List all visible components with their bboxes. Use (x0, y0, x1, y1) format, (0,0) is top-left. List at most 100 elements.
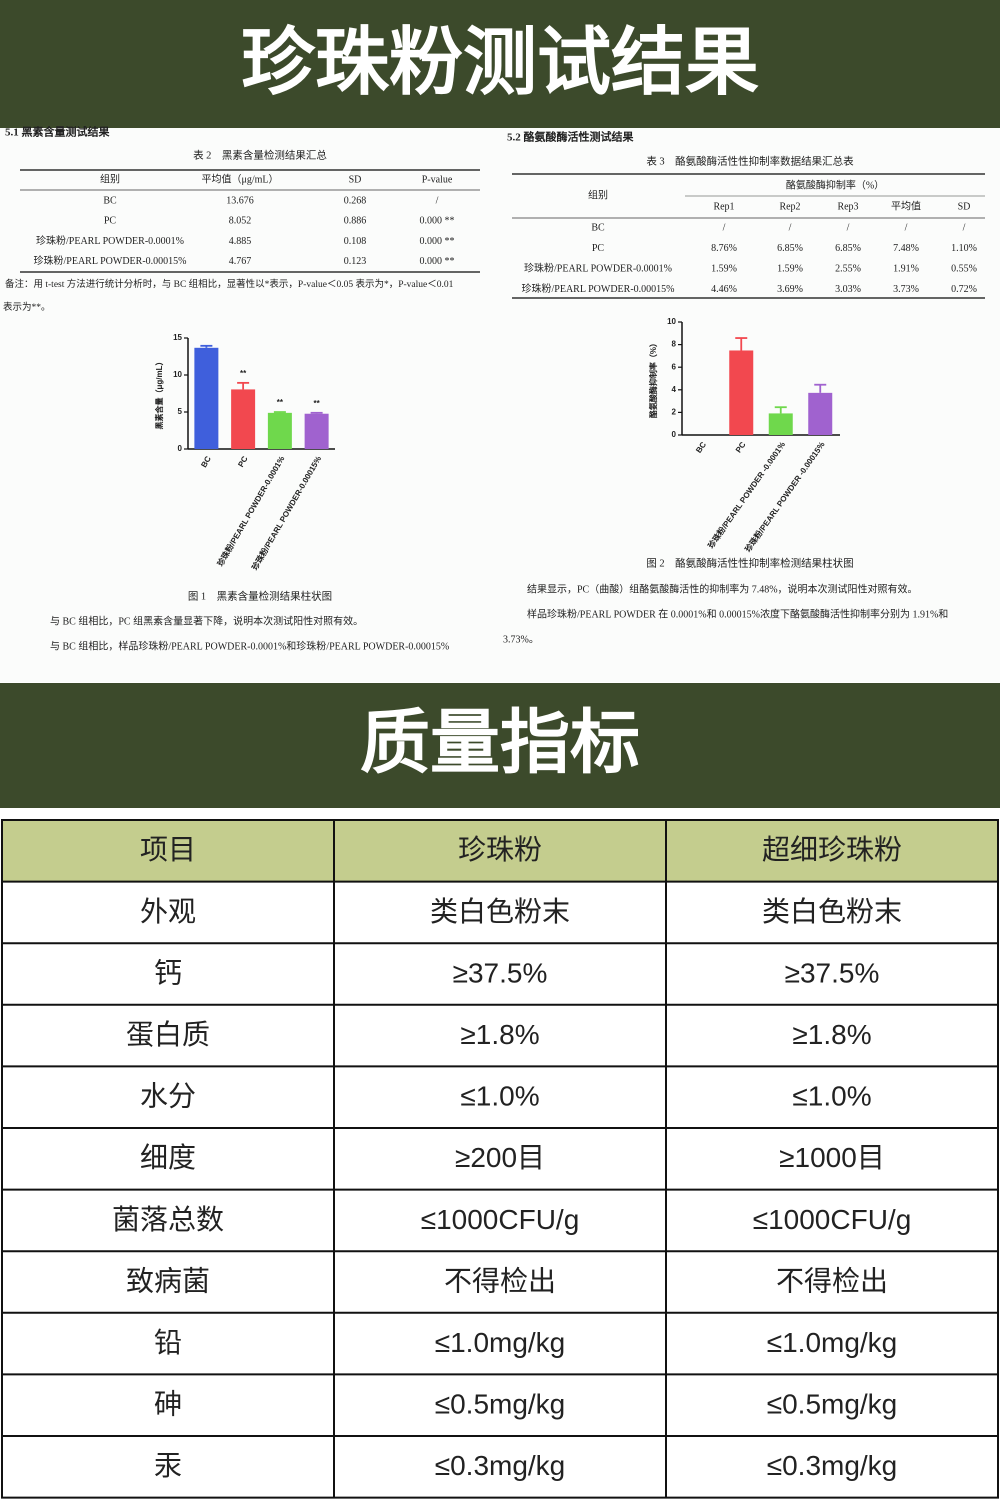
table-cell: 钙 (154, 957, 182, 988)
y-axis-label: 黑素含量（μg/mL） (154, 357, 164, 429)
table-cell: 8.76% (711, 243, 737, 254)
table-cell: 0.108 (344, 236, 367, 247)
table-header: 平均值 (891, 199, 921, 212)
y-tick-label: 8 (672, 340, 677, 349)
paragraph: 与 BC 组相比，PC 组黑素含量显著下降，说明本次测试阳性对照有效。 (50, 614, 363, 627)
quality-banner (0, 683, 1000, 808)
table-cell: 1.59% (711, 263, 737, 274)
table-cell: / (963, 222, 966, 233)
table-header: SD (349, 174, 362, 185)
table-cell: 1.10% (951, 243, 977, 254)
table-cell: ≥1.8% (460, 1019, 539, 1050)
table-cell: / (905, 222, 908, 233)
table-cell: 6.85% (777, 243, 803, 254)
table-cell: 7.48% (893, 243, 919, 254)
table-cell: ≥1000目 (779, 1142, 885, 1173)
table-cell: / (847, 222, 850, 233)
table-header: SD (958, 201, 971, 212)
table-cell: 4.885 (229, 236, 252, 247)
table-header: Rep1 (713, 201, 734, 212)
y-tick-label: 2 (672, 408, 677, 417)
header-banner (0, 0, 1000, 128)
table-header: 平均值（μg/mL） (201, 172, 278, 185)
table-cell: 汞 (154, 1450, 182, 1481)
y-tick-label: 15 (173, 333, 182, 342)
table-cell: ≤0.3mg/kg (435, 1450, 566, 1481)
table-cell: PC (592, 243, 605, 254)
table-cell: BC (591, 222, 605, 233)
table-cell: 6.85% (835, 243, 861, 254)
y-tick-label: 0 (672, 430, 677, 439)
table-cell: ≤1000CFU/g (753, 1204, 912, 1235)
table-header: 酪氨酸酶抑制率（%） (786, 178, 884, 191)
table-header: Rep2 (779, 201, 800, 212)
table-cell: ≤0.5mg/kg (435, 1389, 566, 1420)
table-header: P-value (422, 174, 453, 185)
table-cell: 不得检出 (776, 1265, 888, 1296)
y-tick-label: 10 (667, 317, 676, 326)
section-title: 5.2 酪氨酸酶活性测试结果 (507, 130, 634, 144)
header-row (2, 820, 998, 882)
table-cell: 0.000 ** (420, 216, 455, 227)
table-cell: ≤0.3mg/kg (767, 1450, 898, 1481)
table-header: 组别 (588, 188, 608, 201)
table-cell: 珍珠粉/PEARL POWDER-0.00015% (522, 282, 675, 295)
table-header: Rep3 (837, 201, 858, 212)
table-cell: ≥200目 (455, 1142, 545, 1173)
table-header: 项目 (140, 834, 196, 865)
paragraph: 结果显示，PC（曲酸）组酪氨酸酶活性的抑制率为 7.48%，说明本次测试阳性对照… (527, 582, 918, 595)
table-cell: 不得检出 (444, 1265, 556, 1296)
table-cell: 0.55% (951, 263, 977, 274)
table-cell: / (436, 195, 439, 206)
table-cell: 致病菌 (126, 1265, 210, 1296)
table-cell: 4.46% (711, 284, 737, 295)
table-cell: 珍珠粉/PEARL POWDER-0.0001% (36, 234, 184, 247)
y-tick-label: 4 (672, 385, 677, 394)
figure-caption: 图 2 酪氨酸酶活性性抑制率检测结果柱状图 (646, 556, 853, 569)
table-cell: 珍珠粉/PEARL POWDER-0.0001% (524, 261, 672, 274)
bar (729, 350, 754, 435)
header-title: 珍珠粉测试结果 (241, 21, 759, 104)
table-cell: 0.72% (951, 284, 977, 295)
note: 备注：用 t-test 方法进行统计分析时，与 BC 组相比，显著性以*表示，P… (5, 278, 454, 290)
bar (768, 413, 793, 435)
bar (231, 389, 256, 449)
section-title: 5.1 黑素含量测试结果 (5, 125, 110, 139)
figure-caption: 图 1 黑素含量检测结果柱状图 (188, 589, 332, 602)
paragraph: 样品珍珠粉/PEARL POWDER 在 0.0001%和 0.00015%浓度… (527, 607, 948, 620)
table-cell: ≥37.5% (453, 957, 548, 988)
table-cell: 4.767 (229, 256, 252, 267)
table-cell: 0.886 (344, 216, 367, 227)
significance: ** (240, 369, 247, 378)
table-cell: 细度 (140, 1142, 196, 1173)
table-cell: / (789, 222, 792, 233)
y-axis-label: 酪氨酸酶抑制率（%） (648, 339, 658, 418)
table-header: 珍珠粉 (458, 834, 542, 865)
table-cell: 3.03% (835, 284, 861, 295)
paragraph: 3.73%。 (503, 634, 539, 645)
table-cell: 0.000 ** (420, 256, 455, 267)
table-cell: 类白色粉末 (430, 896, 570, 927)
y-tick-label: 10 (173, 370, 182, 379)
table-cell: 菌落总数 (112, 1204, 224, 1235)
table-cell: ≤1.0% (792, 1081, 871, 1112)
y-tick-label: 6 (672, 362, 677, 371)
note: 表示为**。 (3, 301, 51, 313)
table-cell: ≥37.5% (785, 957, 880, 988)
table-header: 超细珍珠粉 (762, 834, 902, 865)
significance: ** (314, 399, 321, 408)
table-cell: 类白色粉末 (762, 896, 902, 927)
table-cell: 铅 (154, 1327, 182, 1358)
table-cell: 0.123 (344, 256, 367, 267)
bar (808, 392, 833, 435)
significance: ** (277, 398, 284, 407)
bar (304, 413, 329, 449)
table-cell: 1.59% (777, 263, 803, 274)
table-cell: 3.73% (893, 284, 919, 295)
table-cell: PC (104, 216, 117, 227)
table-cell: 8.052 (229, 216, 252, 227)
table-cell: 0.000 ** (420, 236, 455, 247)
table-cell: 0.268 (344, 195, 367, 206)
